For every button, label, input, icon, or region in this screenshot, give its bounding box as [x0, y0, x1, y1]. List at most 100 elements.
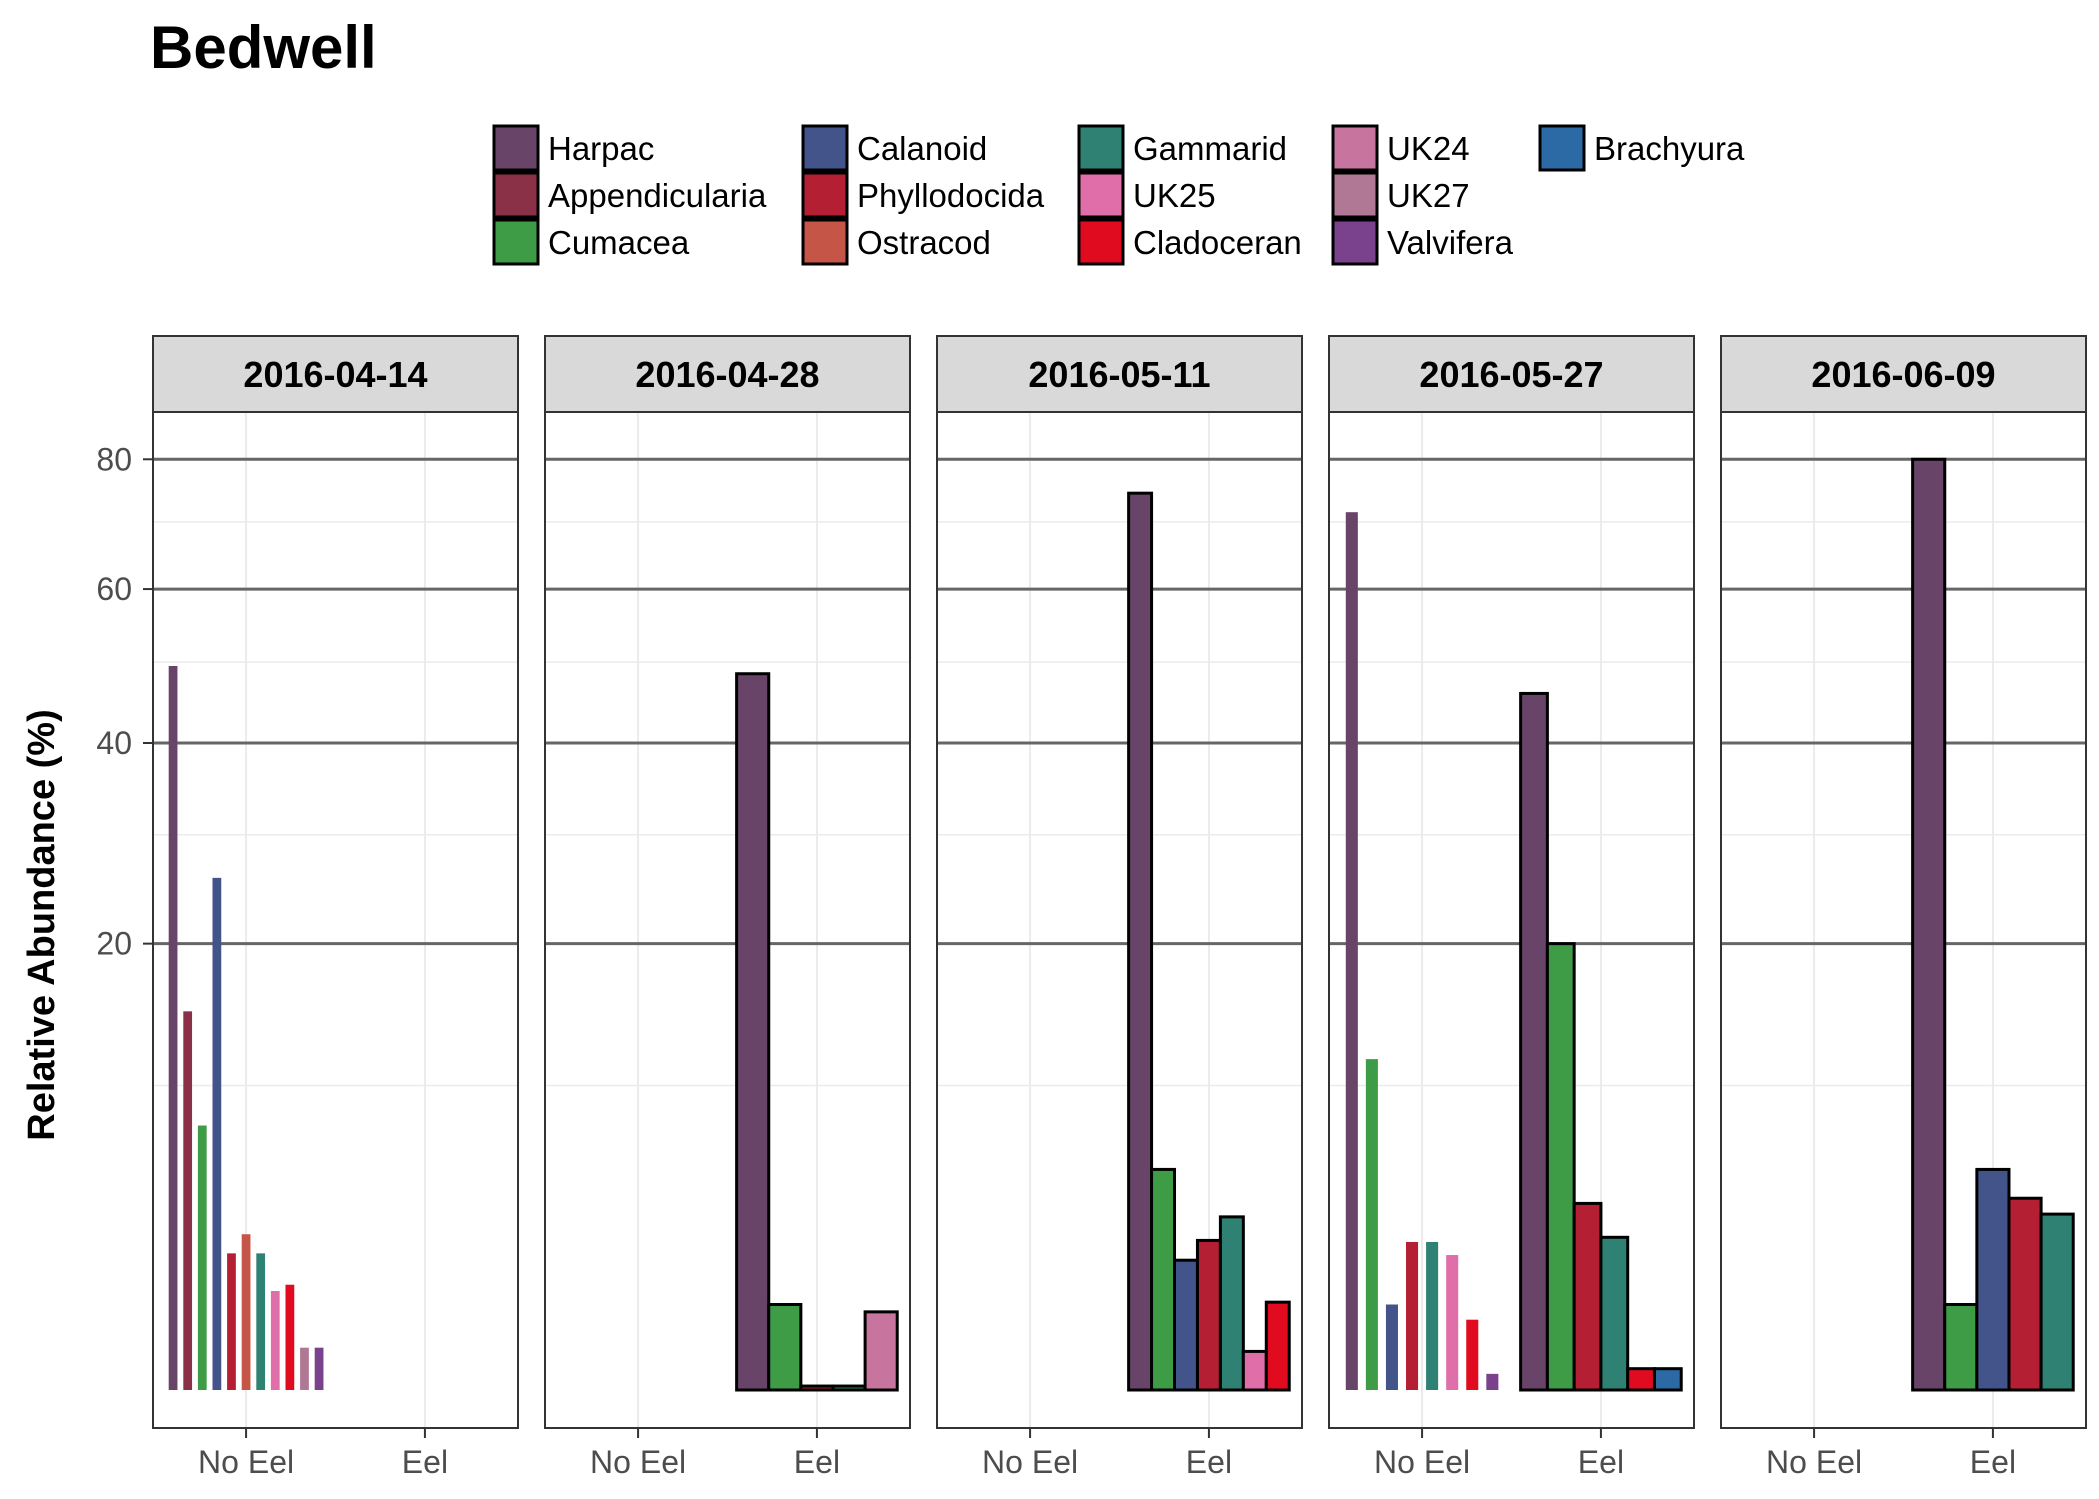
panel-border: [1720, 411, 2087, 1429]
legend-swatch: [1077, 171, 1125, 219]
legend-swatch: [801, 124, 849, 172]
bar-harpac: [168, 666, 178, 1390]
legend-label: UK24: [1387, 130, 1470, 167]
bar-cumacea: [1150, 1167, 1177, 1392]
panel-border: [544, 411, 911, 1429]
bar-ostracod: [241, 1234, 251, 1390]
bar-phyllodocida: [2007, 1196, 2043, 1392]
legend-item-uk27: UK27: [1331, 171, 1470, 219]
facet-strip-label: 2016-04-14: [243, 354, 427, 395]
legend-item-appendicularia: Appendicularia: [492, 171, 767, 219]
legend-item-phyllodocida: Phyllodocida: [801, 171, 1045, 219]
bar-phyllodocida: [227, 1253, 236, 1390]
bar-group-no-eel: [1345, 512, 1499, 1390]
y-tick-label: 80: [96, 441, 132, 477]
bar-valvifera: [314, 1347, 324, 1390]
y-axis: 20 40 60 80: [96, 441, 153, 962]
bar-gammarid: [1426, 1241, 1439, 1390]
legend-swatch: [492, 124, 540, 172]
bar-uk27: [300, 1347, 309, 1390]
legend-item-uk24: UK24: [1331, 124, 1470, 172]
x-tick-label: No Eel: [590, 1444, 686, 1480]
x-tick-label: Eel: [794, 1444, 840, 1480]
bar-harpac: [1127, 491, 1154, 1392]
legend: Harpac Appendicularia Cumacea Calanoid Phyll…: [492, 124, 1745, 266]
x-tick-label: No Eel: [982, 1444, 1078, 1480]
legend-label: Cumacea: [548, 224, 690, 261]
facet-strip: [1720, 335, 2087, 413]
bar-calanoid: [212, 877, 222, 1390]
bar-harpac: [735, 672, 771, 1392]
bar-gammarid: [2039, 1212, 2075, 1392]
legend-label: Brachyura: [1594, 130, 1745, 167]
bar-harpac: [1345, 512, 1358, 1390]
bar-gammarid: [1599, 1235, 1630, 1392]
bar-uk25: [1446, 1255, 1459, 1390]
legend-label: Phyllodocida: [857, 177, 1045, 214]
x-tick-label: Eel: [1186, 1444, 1232, 1480]
bar-group-eel: [735, 672, 899, 1392]
y-axis-label: Relative Abundance (%): [21, 709, 63, 1140]
bar-phyllodocida: [799, 1384, 835, 1392]
bar-group-eel: [1127, 491, 1291, 1392]
legend-item-cumacea: Cumacea: [492, 218, 690, 266]
facet-strip: [152, 335, 519, 413]
legend-item-gammarid: Gammarid: [1077, 124, 1287, 172]
legend-item-brachyura: Brachyura: [1538, 124, 1745, 172]
facet-strip: [1328, 335, 1695, 413]
bar-group-eel: [1911, 457, 2075, 1392]
bar-calanoid: [1975, 1167, 2011, 1392]
x-tick-label: Eel: [1578, 1444, 1624, 1480]
bar-cumacea: [1365, 1059, 1378, 1390]
facet-strip-label: 2016-04-28: [635, 354, 819, 395]
legend-label: UK27: [1387, 177, 1470, 214]
legend-label: Calanoid: [857, 130, 987, 167]
x-tick-label: Eel: [402, 1444, 448, 1480]
legend-label: Gammarid: [1133, 130, 1287, 167]
bar-calanoid: [1385, 1304, 1398, 1390]
x-tick-label: No Eel: [198, 1444, 294, 1480]
y-tick-label: 20: [96, 926, 132, 962]
bar-uk25: [1241, 1349, 1268, 1392]
bar-cladoceran: [1264, 1300, 1291, 1392]
panel-2016-06-09: 2016-06-09 No Eel Eel: [1720, 335, 2087, 1480]
legend-item-harpac: Harpac: [492, 124, 654, 172]
legend-label: Harpac: [548, 130, 654, 167]
legend-label: Appendicularia: [548, 177, 767, 214]
bar-cumacea: [1545, 942, 1576, 1392]
panel-2016-05-27: 2016-05-27 No Eel Eel: [1328, 335, 1695, 1480]
bar-gammarid: [256, 1253, 266, 1390]
bar-harpac: [1911, 457, 1947, 1392]
bar-cumacea: [197, 1125, 207, 1390]
bar-phyllodocida: [1406, 1241, 1419, 1390]
bar-gammarid: [831, 1384, 867, 1392]
legend-swatch: [492, 171, 540, 219]
bar-brachyura: [1652, 1367, 1683, 1392]
chart-title: Bedwell: [150, 14, 377, 81]
legend-label: Valvifera: [1387, 224, 1514, 261]
legend-swatch: [801, 218, 849, 266]
bar-valvifera: [1486, 1373, 1499, 1390]
bar-calanoid: [1173, 1258, 1199, 1392]
y-tick-label: 40: [96, 725, 132, 761]
legend-swatch: [1538, 124, 1586, 172]
panel-2016-05-11: 2016-05-11 No Eel Eel: [936, 335, 1303, 1480]
facet-strip-label: 2016-05-27: [1419, 354, 1603, 395]
x-tick-label: No Eel: [1766, 1444, 1862, 1480]
legend-swatch: [1077, 124, 1125, 172]
legend-swatch: [1331, 171, 1379, 219]
bar-uk25: [270, 1291, 280, 1390]
panel-2016-04-28: 2016-04-28 No Eel Eel: [544, 335, 911, 1480]
legend-swatch: [1331, 218, 1379, 266]
bar-phyllodocida: [1195, 1238, 1222, 1392]
legend-label: Ostracod: [857, 224, 991, 261]
x-tick-label: No Eel: [1374, 1444, 1470, 1480]
panel-border: [152, 411, 519, 1429]
legend-swatch: [1077, 218, 1125, 266]
legend-item-valvifera: Valvifera: [1331, 218, 1514, 266]
bar-cumacea: [767, 1303, 803, 1392]
facet-strip: [936, 335, 1303, 413]
panel-background: [1329, 412, 1694, 1428]
